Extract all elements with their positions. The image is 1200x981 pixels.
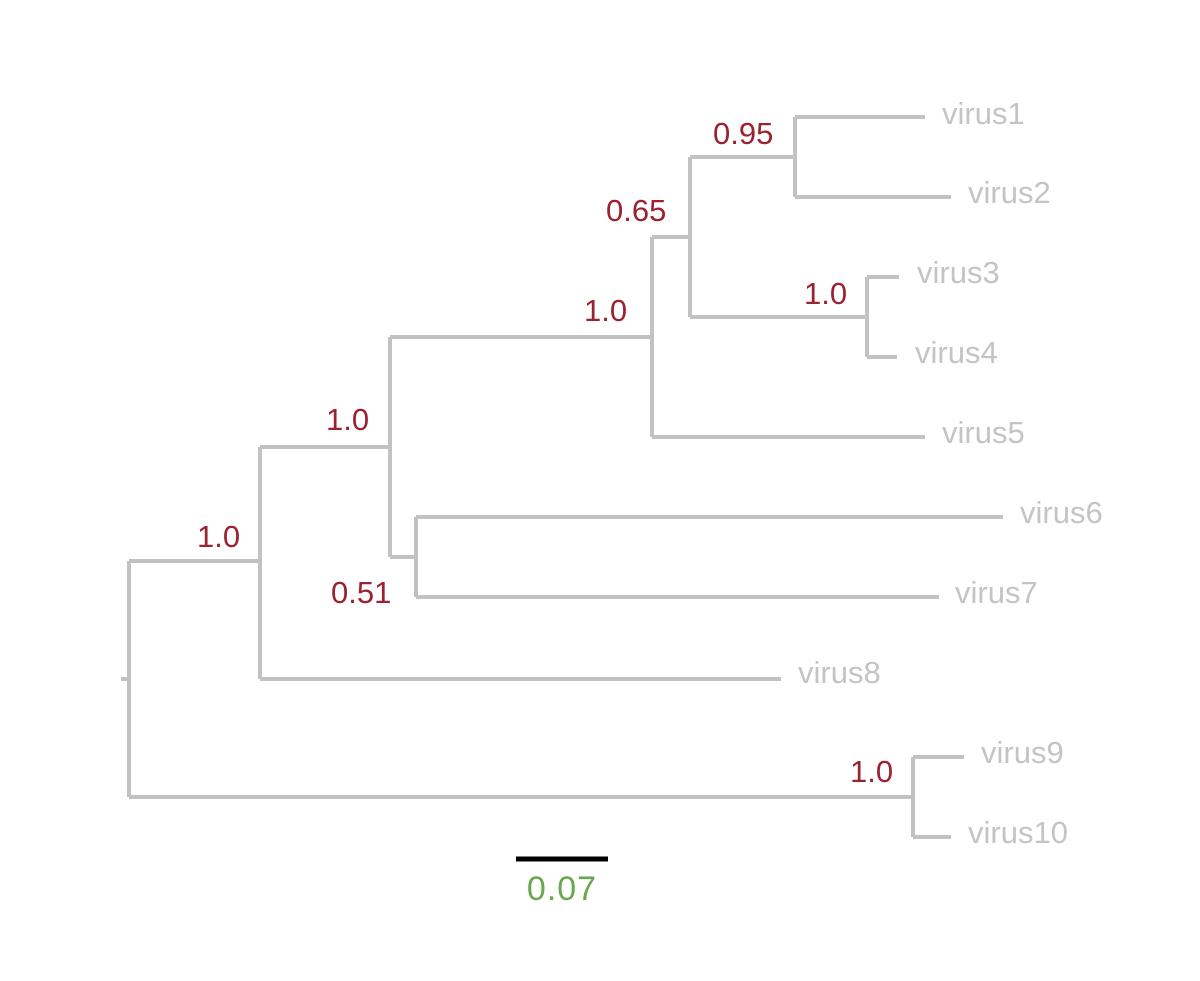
support-value-virus3-virus4: 1.0: [804, 276, 847, 311]
tip-label-virus2: virus2: [968, 175, 1051, 210]
scale-bar: 0.07: [516, 856, 608, 908]
tip-label-virus10: virus10: [968, 815, 1068, 850]
tip-label-virus3: virus3: [917, 255, 1000, 290]
support-value-virus6-virus7: 0.51: [331, 575, 391, 610]
scale-bar-label: 0.07: [527, 870, 597, 908]
tip-label-virus4: virus4: [915, 335, 998, 370]
support-value-virus1-to-virus5: 1.0: [584, 293, 627, 328]
tree-branches: [121, 115, 1003, 839]
support-values: 0.95 1.0 0.65 1.0 0.51 1.0 1.0 1.0: [197, 116, 893, 789]
support-value-virus1-to-virus8: 1.0: [197, 519, 240, 554]
tip-label-virus7: virus7: [955, 575, 1038, 610]
support-value-virus9-virus10: 1.0: [850, 754, 893, 789]
support-value-virus1-to-virus7: 1.0: [326, 402, 369, 437]
tip-labels: virus1 virus2 virus3 virus4 virus5 virus…: [798, 96, 1103, 850]
tip-label-virus9: virus9: [981, 735, 1064, 770]
tip-label-virus5: virus5: [942, 415, 1025, 450]
tip-label-virus8: virus8: [798, 655, 881, 690]
tip-label-virus6: virus6: [1020, 495, 1103, 530]
tip-label-virus1: virus1: [942, 96, 1025, 131]
support-value-virus1-to-virus4: 0.65: [606, 193, 666, 228]
support-value-virus1-virus2: 0.95: [713, 116, 773, 151]
